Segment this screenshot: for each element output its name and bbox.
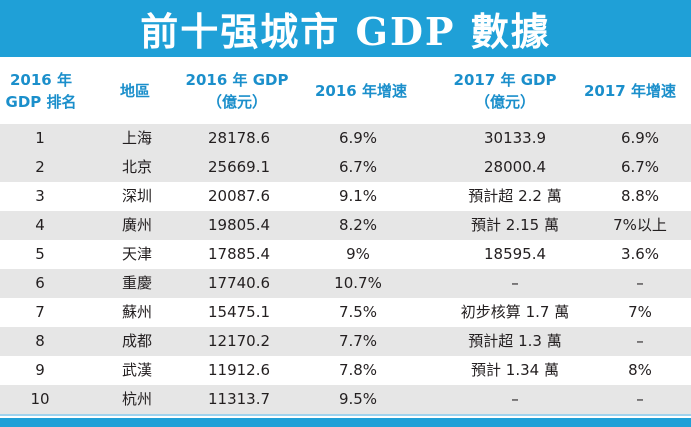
cell-growth-2016: 8.2% [338, 216, 378, 234]
cell-growth-2017: 7%以上 [613, 216, 667, 234]
cell-growth-2017: 8% [628, 361, 652, 379]
table-row: 9 武漢 11912.6 7.8% 預計 1.34 萬 8% [0, 356, 691, 385]
cell-rank: 3 [35, 187, 45, 205]
cell-city: 重慶 [121, 274, 152, 292]
cell-growth-2017: 3.6% [620, 245, 660, 263]
cell-gdp-2016: 11313.7 [207, 390, 271, 408]
cell-gdp-2016: 20087.6 [207, 187, 271, 205]
cell-city: 成都 [121, 332, 152, 350]
cell-gdp-2017: 28000.4 [483, 158, 547, 176]
bottom-accent-divider [0, 414, 691, 416]
cell-gdp-2016: 12170.2 [207, 332, 271, 350]
header-gdp-2016: 2016 年 GDP （億元） [185, 70, 289, 111]
cell-gdp-2016: 17885.4 [207, 245, 271, 263]
table-row: 1 上海 28178.6 6.9% 30133.9 6.9% [0, 124, 691, 153]
cell-gdp-2016: 19805.4 [207, 216, 271, 234]
cell-gdp-2017: 預計超 2.2 萬 [468, 187, 562, 205]
cell-gdp-2016: 15475.1 [207, 303, 271, 321]
cell-growth-2016: 7.8% [338, 361, 378, 379]
cell-rank: 7 [35, 303, 45, 321]
cell-gdp-2017: 預計超 1.3 萬 [468, 332, 562, 350]
cell-gdp-2016: 28178.6 [207, 129, 271, 147]
table-row: 7 蘇州 15475.1 7.5% 初步核算 1.7 萬 7% [0, 298, 691, 327]
cell-city: 天津 [121, 245, 152, 263]
header-rank: 2016 年 GDP 排名 [5, 70, 77, 111]
cell-city: 廣州 [121, 216, 152, 234]
cell-growth-2017: 6.9% [620, 129, 660, 147]
cell-gdp-2017: 初步核算 1.7 萬 [460, 303, 570, 321]
cell-city: 杭州 [121, 390, 152, 408]
table-row: 5 天津 17885.4 9% 18595.4 3.6% [0, 240, 691, 269]
bottom-border-bar [0, 418, 691, 427]
table-body: 1 上海 28178.6 6.9% 30133.9 6.9% 2 北京 2566… [0, 124, 691, 414]
cell-gdp-2016: 25669.1 [207, 158, 271, 176]
table-row: 6 重慶 17740.6 10.7% – – [0, 269, 691, 298]
cell-rank: 8 [35, 332, 45, 350]
cell-growth-2017: – [636, 390, 644, 408]
cell-rank: 2 [35, 158, 45, 176]
cell-rank: 4 [35, 216, 45, 234]
header-region: 地區 [119, 81, 150, 100]
table-header: 2016 年 GDP 排名 地區 2016 年 GDP （億元） 2016 年增… [0, 57, 691, 124]
header-growth-2017: 2017 年增速 [584, 81, 676, 100]
cell-gdp-2016: 17740.6 [207, 274, 271, 292]
cell-growth-2017: 7% [628, 303, 652, 321]
table-row: 3 深圳 20087.6 9.1% 預計超 2.2 萬 8.8% [0, 182, 691, 211]
header-gdp-2017: 2017 年 GDP （億元） [453, 70, 557, 111]
cell-rank: 6 [35, 274, 45, 292]
cell-rank: 9 [35, 361, 45, 379]
cell-growth-2016: 6.7% [338, 158, 378, 176]
cell-rank: 10 [30, 390, 50, 408]
cell-growth-2017: 6.7% [620, 158, 660, 176]
cell-growth-2016: 9.1% [338, 187, 378, 205]
table-row: 2 北京 25669.1 6.7% 28000.4 6.7% [0, 153, 691, 182]
header-growth-2016: 2016 年增速 [315, 81, 407, 100]
table-row: 4 廣州 19805.4 8.2% 預計 2.15 萬 7%以上 [0, 211, 691, 240]
cell-rank: 1 [35, 129, 45, 147]
cell-gdp-2017: – [511, 390, 519, 408]
table-row: 8 成都 12170.2 7.7% 預計超 1.3 萬 – [0, 327, 691, 356]
cell-gdp-2016: 11912.6 [207, 361, 271, 379]
cell-growth-2016: 7.7% [338, 332, 378, 350]
cell-city: 北京 [121, 158, 152, 176]
cell-city: 上海 [121, 129, 152, 147]
cell-growth-2016: 9% [346, 245, 370, 263]
table-row: 10 杭州 11313.7 9.5% – – [0, 385, 691, 414]
table-title: 前十强城市 GDP 數據 [0, 0, 691, 57]
cell-city: 深圳 [121, 187, 152, 205]
cell-gdp-2017: – [511, 274, 519, 292]
cell-growth-2016: 6.9% [338, 129, 378, 147]
cell-growth-2017: – [636, 332, 644, 350]
cell-growth-2017: 8.8% [620, 187, 660, 205]
cell-city: 武漢 [121, 361, 152, 379]
cell-growth-2016: 9.5% [338, 390, 378, 408]
cell-city: 蘇州 [121, 303, 152, 321]
cell-gdp-2017: 預計 2.15 萬 [471, 216, 559, 234]
cell-growth-2016: 10.7% [334, 274, 382, 292]
cell-gdp-2017: 18595.4 [483, 245, 547, 263]
cell-gdp-2017: 30133.9 [483, 129, 547, 147]
cell-rank: 5 [35, 245, 45, 263]
cell-growth-2016: 7.5% [338, 303, 378, 321]
cell-gdp-2017: 預計 1.34 萬 [471, 361, 559, 379]
cell-growth-2017: – [636, 274, 644, 292]
